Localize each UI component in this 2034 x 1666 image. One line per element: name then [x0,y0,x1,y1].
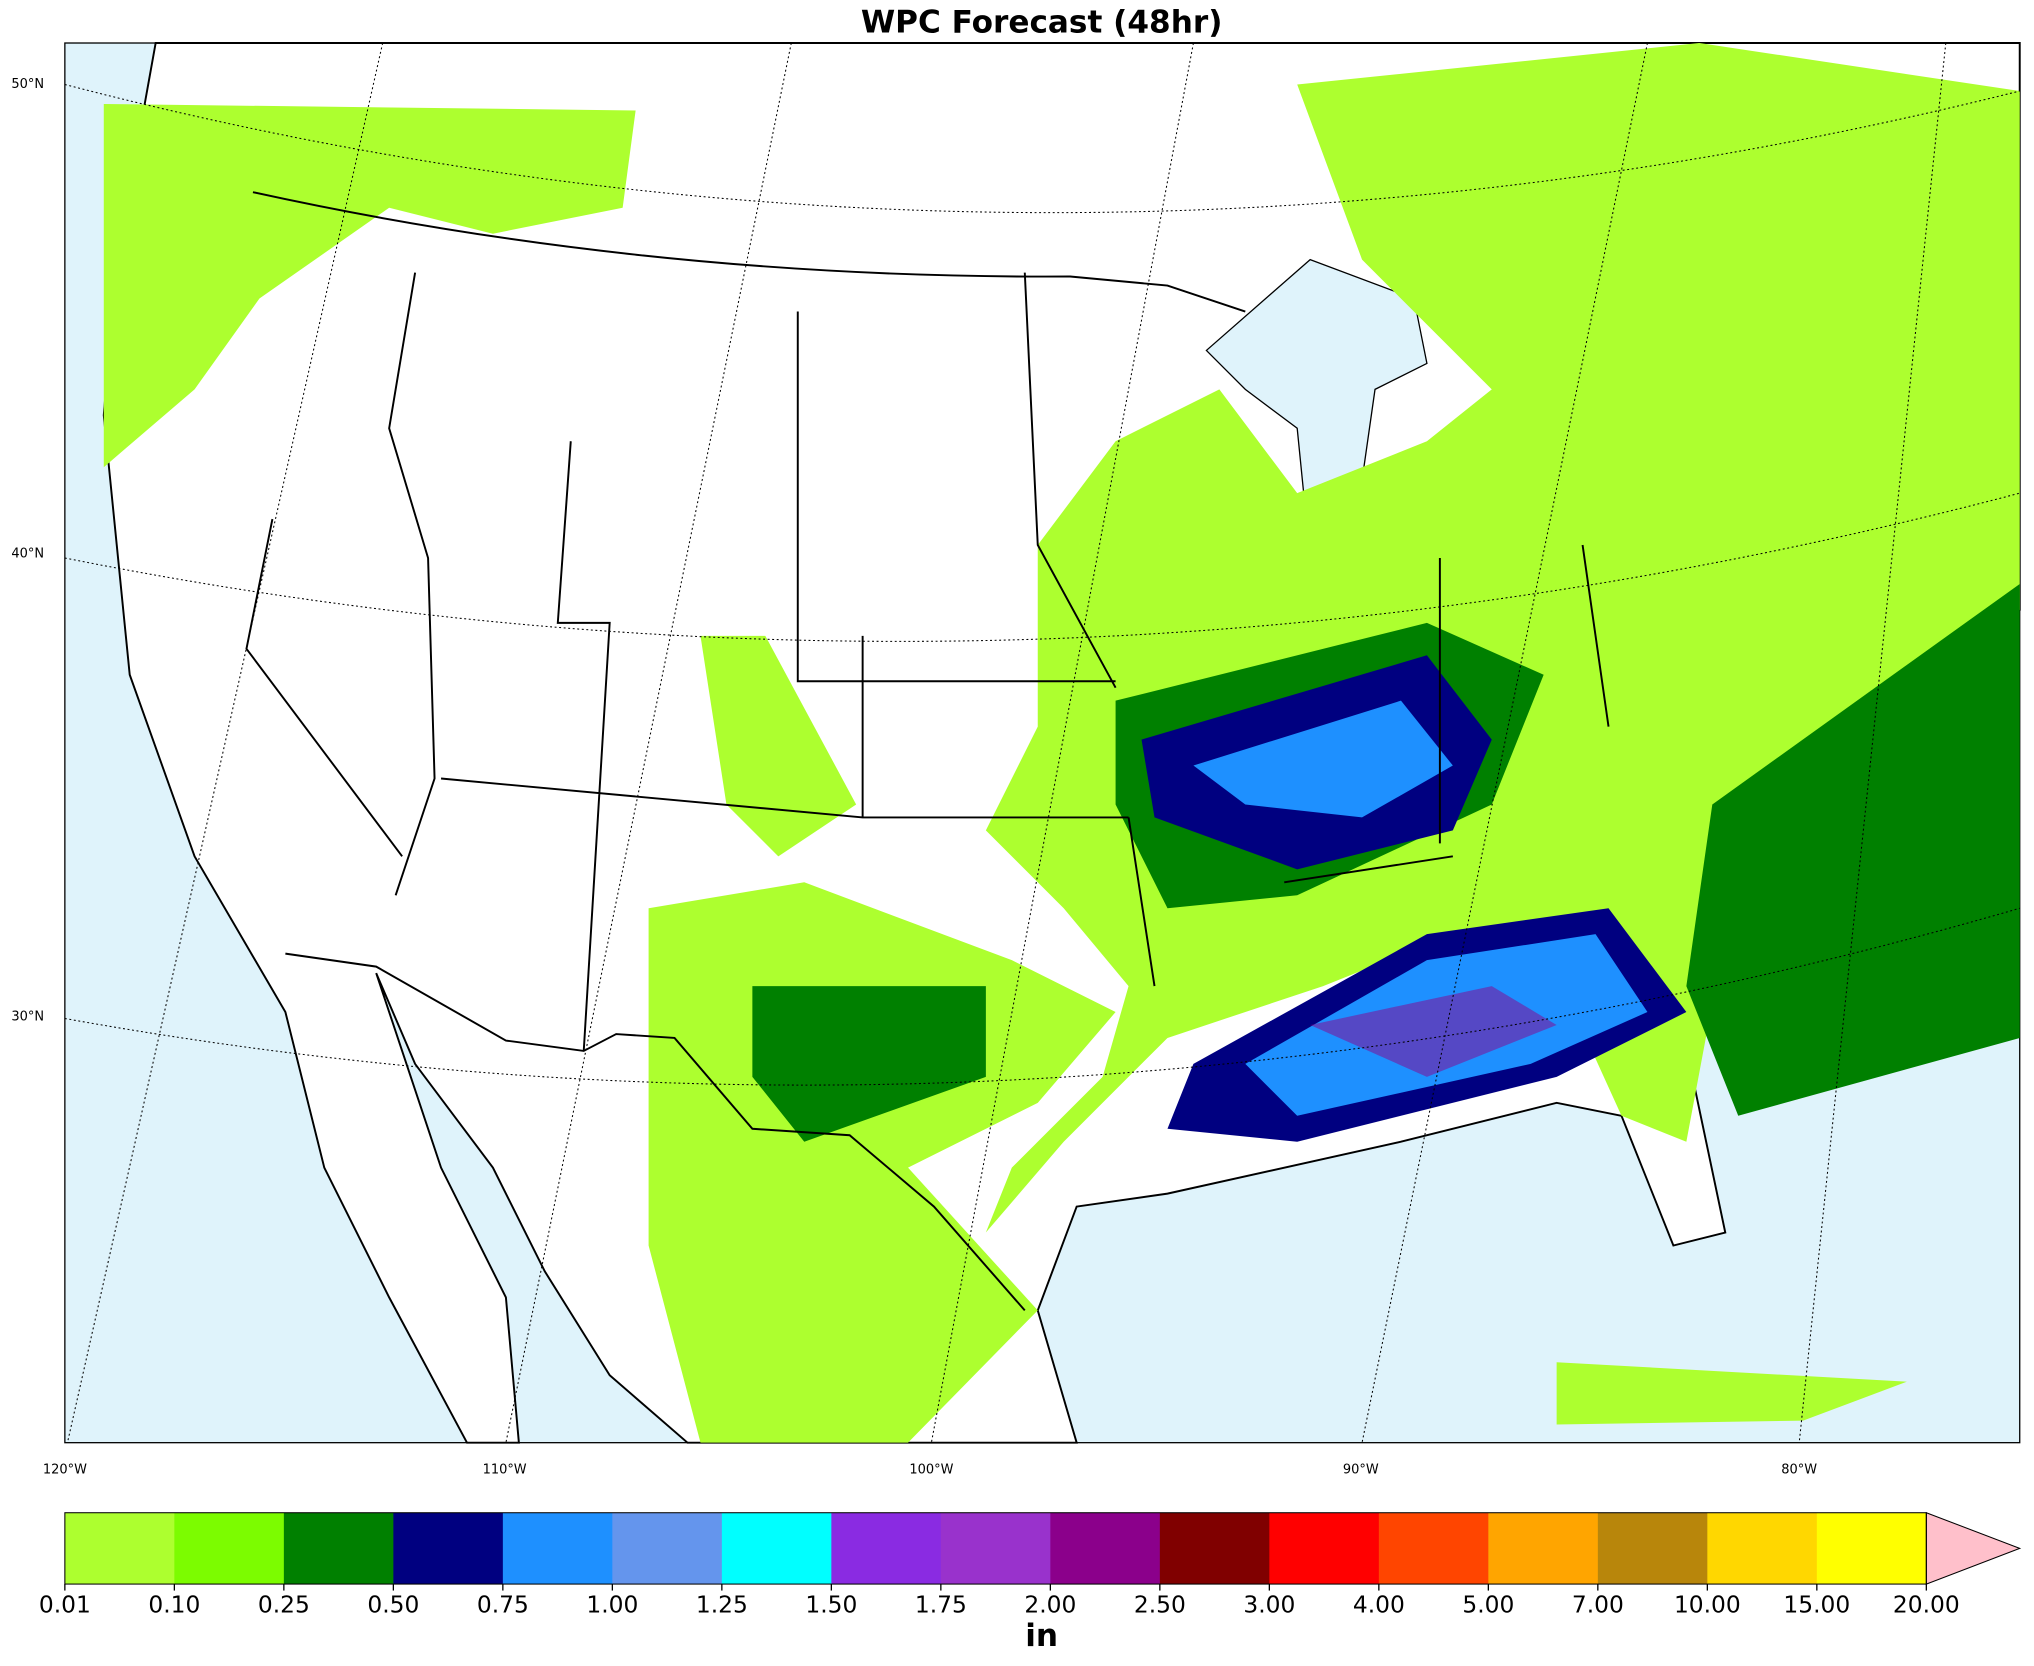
colorbar-swatch [174,1512,285,1585]
colorbar-tick-label: 1.50 [805,1591,857,1619]
lat-label: 30°N [11,1010,44,1025]
colorbar-tick-label: 15.00 [1783,1591,1850,1619]
lat-label: 50°N [11,77,44,92]
colorbar-tick-label: 1.75 [915,1591,967,1619]
lon-label: 80°W [1781,1462,1817,1477]
borders [245,191,1610,1312]
colorbar-swatch [721,1512,832,1585]
colorbar-tick-label: 3.00 [1243,1591,1295,1619]
colorbar-extend [1925,1511,2022,1585]
colorbar-outline [64,1512,1927,1585]
title: WPC Forecast (48hr) [861,5,1223,41]
colorbar-label: in [1025,1618,1058,1654]
lon-labels: 120°W 110°W 100°W 90°W 80°W [43,1462,1817,1477]
lon-label: 110°W [483,1462,527,1477]
colorbar-tick-label: 0.75 [477,1591,529,1619]
precip-light [985,43,2020,1233]
colorbar-tick-label: 0.50 [367,1591,419,1619]
lat-label: 40°N [11,547,44,562]
colorbar-swatch [940,1512,1051,1585]
lon-label: 90°W [1343,1462,1379,1477]
colorbar-swatch [612,1512,723,1585]
colorbar-swatch [1816,1512,1927,1585]
colorbar-swatch [1159,1512,1270,1585]
colorbar: 0.01 0.10 0.25 0.50 0.75 1.00 1.25 1.50 1.75 2.00… [39,1511,2022,1619]
lat-labels: 50°N 40°N 30°N [11,77,44,1025]
colorbar-tick-label: 1.00 [586,1591,638,1619]
lon-label: 100°W [909,1462,953,1477]
colorbar-tick-label: 5.00 [1462,1591,1514,1619]
colorbar-swatch [1707,1512,1818,1585]
colorbar-swatch [1050,1512,1161,1585]
precip-extreme [1310,986,1557,1077]
colorbar-swatch [1269,1512,1380,1585]
map [64,42,2021,1444]
colorbar-tick-label: 10.00 [1674,1591,1741,1619]
colorbar-tick-label: 20.00 [1893,1591,1960,1619]
colorbar-tick-label: 2.50 [1134,1591,1186,1619]
colorbar-swatch [1488,1512,1599,1585]
colorbar-swatch [283,1512,395,1585]
colorbar-tick-label: 0.25 [258,1591,310,1619]
colorbar-tick-label: 2.00 [1024,1591,1076,1619]
colorbar-swatch [502,1512,614,1585]
colorbar-tick-label: 1.25 [696,1591,748,1619]
colorbar-swatch [831,1512,942,1585]
precip-moderate [752,583,2020,1142]
graticule [64,42,2020,1443]
colorbar-swatch [1597,1512,1708,1585]
colorbar-tick-label: 0.10 [148,1591,200,1619]
colorbar-swatch [393,1512,504,1585]
precip-light [103,103,636,468]
lon-label: 120°W [43,1462,87,1477]
colorbar-swatch [1378,1512,1489,1585]
colorbar-tick-label: 4.00 [1353,1591,1405,1619]
colorbar-tick-label: 7.00 [1572,1591,1624,1619]
colorbar-tick-label: 0.01 [39,1591,91,1619]
colorbar-swatch [64,1512,176,1585]
